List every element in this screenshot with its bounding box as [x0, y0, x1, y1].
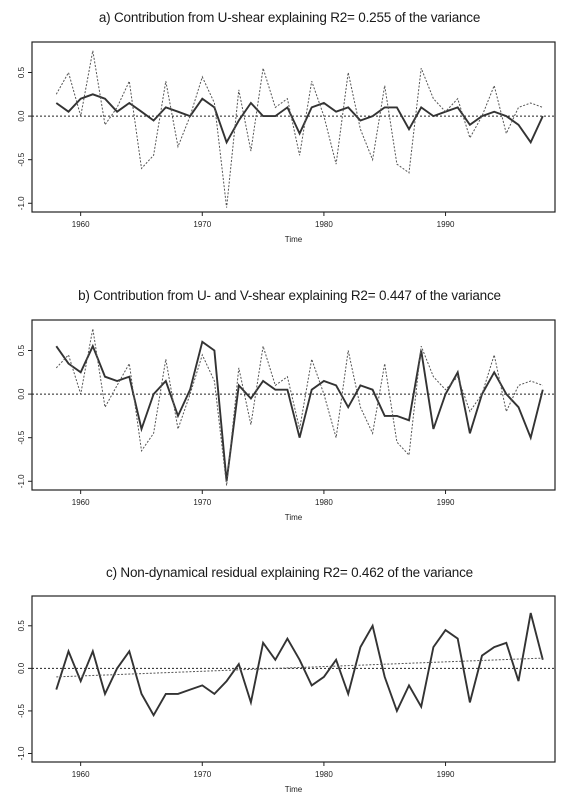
series-trend-line-c [56, 657, 543, 678]
y-tick-label-b: -0.5 [17, 430, 26, 444]
y-tick-label-a: -0.5 [17, 152, 26, 166]
plot-frame-c [31, 595, 556, 763]
x-tick-label-c: 1970 [193, 770, 211, 779]
x-axis-label-a: Time [285, 235, 303, 244]
x-tick-label-a: 1960 [72, 220, 90, 229]
plot-frame-a [31, 41, 556, 213]
y-tick-label-b: 0.0 [17, 388, 26, 400]
y-tick-label-a: 0.5 [17, 66, 26, 78]
y-tick-label-a: -1.0 [17, 196, 26, 210]
y-tick-label-c: 0.0 [17, 662, 26, 674]
x-tick-label-b: 1980 [315, 498, 333, 507]
series-solid-line-a [55, 93, 544, 145]
y-tick-label-c: -0.5 [17, 703, 26, 717]
x-tick-label-a: 1990 [437, 220, 455, 229]
series-solid-line-c [55, 612, 544, 718]
series-dotted-line-a [55, 50, 543, 208]
y-tick-label-c: 0.5 [17, 620, 26, 632]
x-tick-label-c: 1980 [315, 770, 333, 779]
x-tick-label-b: 1990 [437, 498, 455, 507]
x-axis-label-b: Time [285, 513, 303, 522]
chart-title-c: c) Non-dynamical residual explaining R2=… [106, 565, 473, 580]
x-tick-label-c: 1990 [437, 770, 455, 779]
x-tick-label-b: 1970 [193, 498, 211, 507]
y-tick-label-b: 0.5 [17, 344, 26, 356]
series-dotted-line-b [55, 328, 543, 486]
x-axis-label-c: Time [285, 785, 303, 794]
x-tick-label-a: 1980 [315, 220, 333, 229]
x-tick-label-c: 1960 [72, 770, 90, 779]
y-tick-label-c: -1.0 [17, 746, 26, 760]
x-tick-label-a: 1970 [193, 220, 211, 229]
chart-b: 0.5 0.0 -0.5 -1.0 1960 1970 1980 1990 Time [17, 319, 556, 522]
chart-title-a: a) Contribution from U-shear explaining … [98, 10, 481, 25]
chart-c: 0.5 0.0 -0.5 -1.0 1960 1970 1980 1990 Time [17, 595, 556, 794]
plot-frame-b [31, 319, 556, 491]
y-tick-label-b: -1.0 [17, 474, 26, 488]
x-tick-label-b: 1960 [72, 498, 90, 507]
series-solid-line-b [55, 340, 544, 482]
chart-title-b: b) Contribution from U- and V-shear expl… [78, 288, 501, 303]
y-tick-label-a: 0.0 [17, 110, 26, 122]
chart-a: 0.5 0.0 -0.5 -1.0 1960 1970 1980 1990 Time [17, 41, 556, 244]
